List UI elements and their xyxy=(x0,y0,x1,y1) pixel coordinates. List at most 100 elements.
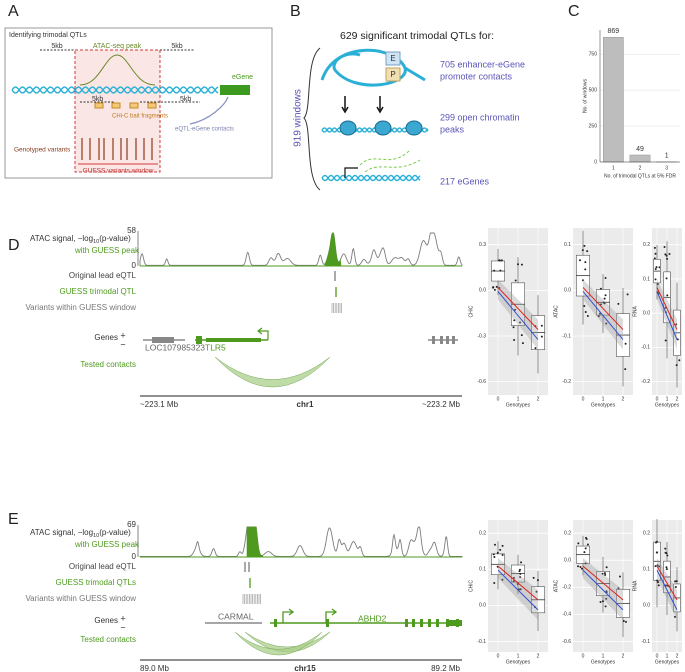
x-tick-label: 0 xyxy=(497,653,500,659)
y-tick-label: -0.2 xyxy=(562,379,571,385)
point xyxy=(586,543,589,546)
gene-name: LOC107985323 xyxy=(145,342,205,352)
y-tick-label: 0 xyxy=(594,159,597,165)
variant-label: Genotyped variants xyxy=(14,147,71,154)
window-label: Variants within GUESS window xyxy=(25,303,136,312)
point xyxy=(518,570,521,573)
y-tick-label: 0.1 xyxy=(479,567,486,573)
point xyxy=(584,547,587,550)
signal-label-part: (p-value) xyxy=(99,234,131,243)
gene-name: TLR5 xyxy=(205,342,226,352)
item-label: 705 enhancer-eGene xyxy=(440,59,525,69)
contact-label: eQTL-eGene contacts xyxy=(175,127,234,133)
x-tick-label: 0 xyxy=(497,396,500,402)
point xyxy=(617,302,620,305)
panel-title: Identifying trimodal QTLs xyxy=(9,32,87,39)
x-axis-label: Genotypes xyxy=(506,659,531,665)
bar xyxy=(603,37,624,163)
bait-fragment xyxy=(147,102,157,109)
point xyxy=(665,568,668,571)
y-tick-label: 750 xyxy=(589,52,598,58)
point xyxy=(666,554,669,557)
panel-label: C xyxy=(568,3,580,20)
exon xyxy=(432,336,435,344)
point xyxy=(518,588,521,591)
point xyxy=(532,576,535,579)
point xyxy=(599,303,602,306)
point xyxy=(654,252,657,255)
point xyxy=(665,254,668,257)
coord-label: chr1 xyxy=(297,400,314,409)
point xyxy=(657,584,660,587)
point xyxy=(500,259,503,262)
point xyxy=(658,266,661,269)
signal-max: 58 xyxy=(127,226,136,235)
point xyxy=(513,319,516,322)
y-tick-label: 0.2 xyxy=(479,531,486,537)
fit-blue xyxy=(656,569,678,611)
x-tick-label: 0 xyxy=(582,396,585,402)
x-tick-label: 2 xyxy=(537,653,540,659)
dna-strand xyxy=(11,86,219,94)
point xyxy=(519,576,522,579)
enhancer-box xyxy=(385,51,401,66)
bait-fragment xyxy=(129,102,139,109)
panel-label: E xyxy=(8,511,19,528)
signal-min: 0 xyxy=(132,552,137,561)
point xyxy=(499,548,502,551)
point xyxy=(514,308,517,311)
point xyxy=(520,561,523,564)
y-tick-label: 0.0 xyxy=(564,558,571,564)
value-label: 1 xyxy=(665,153,669,160)
panel-label: B xyxy=(290,3,301,20)
y-axis-label: CHiC xyxy=(468,305,474,317)
point xyxy=(655,266,658,269)
y-tick-label: 500 xyxy=(589,88,598,94)
x-tick-label: 2 xyxy=(676,653,679,659)
exon xyxy=(196,336,202,344)
strand-plus: + xyxy=(120,613,125,623)
point xyxy=(501,578,504,581)
y-tick-label: 0.0 xyxy=(643,310,650,316)
peak-label: with GUESS peak xyxy=(74,246,140,255)
exon xyxy=(452,336,455,344)
y-tick-label: 0.3 xyxy=(479,242,486,248)
point xyxy=(535,590,538,593)
transcript xyxy=(359,149,411,166)
point xyxy=(604,294,607,297)
contacts-label: Tested contacts xyxy=(80,635,136,644)
y-tick-label: 0.0 xyxy=(564,288,571,294)
signal-label-part: ATAC signal, −log xyxy=(30,528,93,537)
point xyxy=(599,287,602,290)
x-axis-label: Genotypes xyxy=(591,659,616,665)
panel-label: A xyxy=(8,3,19,20)
point xyxy=(674,585,677,588)
point xyxy=(656,551,659,554)
x-tick-label: 1 xyxy=(666,653,669,659)
fit-red xyxy=(497,287,539,330)
point xyxy=(536,579,539,582)
signal-label-part: 10 xyxy=(93,239,99,245)
x-tick-label: 3 xyxy=(665,165,668,171)
point xyxy=(540,335,543,338)
window-label: Variants within GUESS window xyxy=(25,594,136,603)
guess-peak xyxy=(246,526,264,558)
point xyxy=(673,615,676,618)
lead-label: Original lead eQTL xyxy=(69,271,137,280)
point xyxy=(674,580,677,583)
exon xyxy=(420,619,423,627)
point xyxy=(656,564,659,567)
point xyxy=(521,342,524,345)
contacts-label: Tested contacts xyxy=(80,360,136,369)
point xyxy=(498,259,501,262)
item-label: peaks xyxy=(440,124,465,134)
x-axis-label: Genotypes xyxy=(655,659,680,665)
signal-trace xyxy=(139,526,463,557)
y-tick-label: 0.1 xyxy=(643,276,650,282)
point xyxy=(653,246,656,249)
y-tick-label: 0.1 xyxy=(564,242,571,248)
y-tick-label: -0.1 xyxy=(562,333,571,339)
windows-label: 919 windows xyxy=(293,89,304,147)
y-axis-label: No. of windows xyxy=(582,79,588,113)
